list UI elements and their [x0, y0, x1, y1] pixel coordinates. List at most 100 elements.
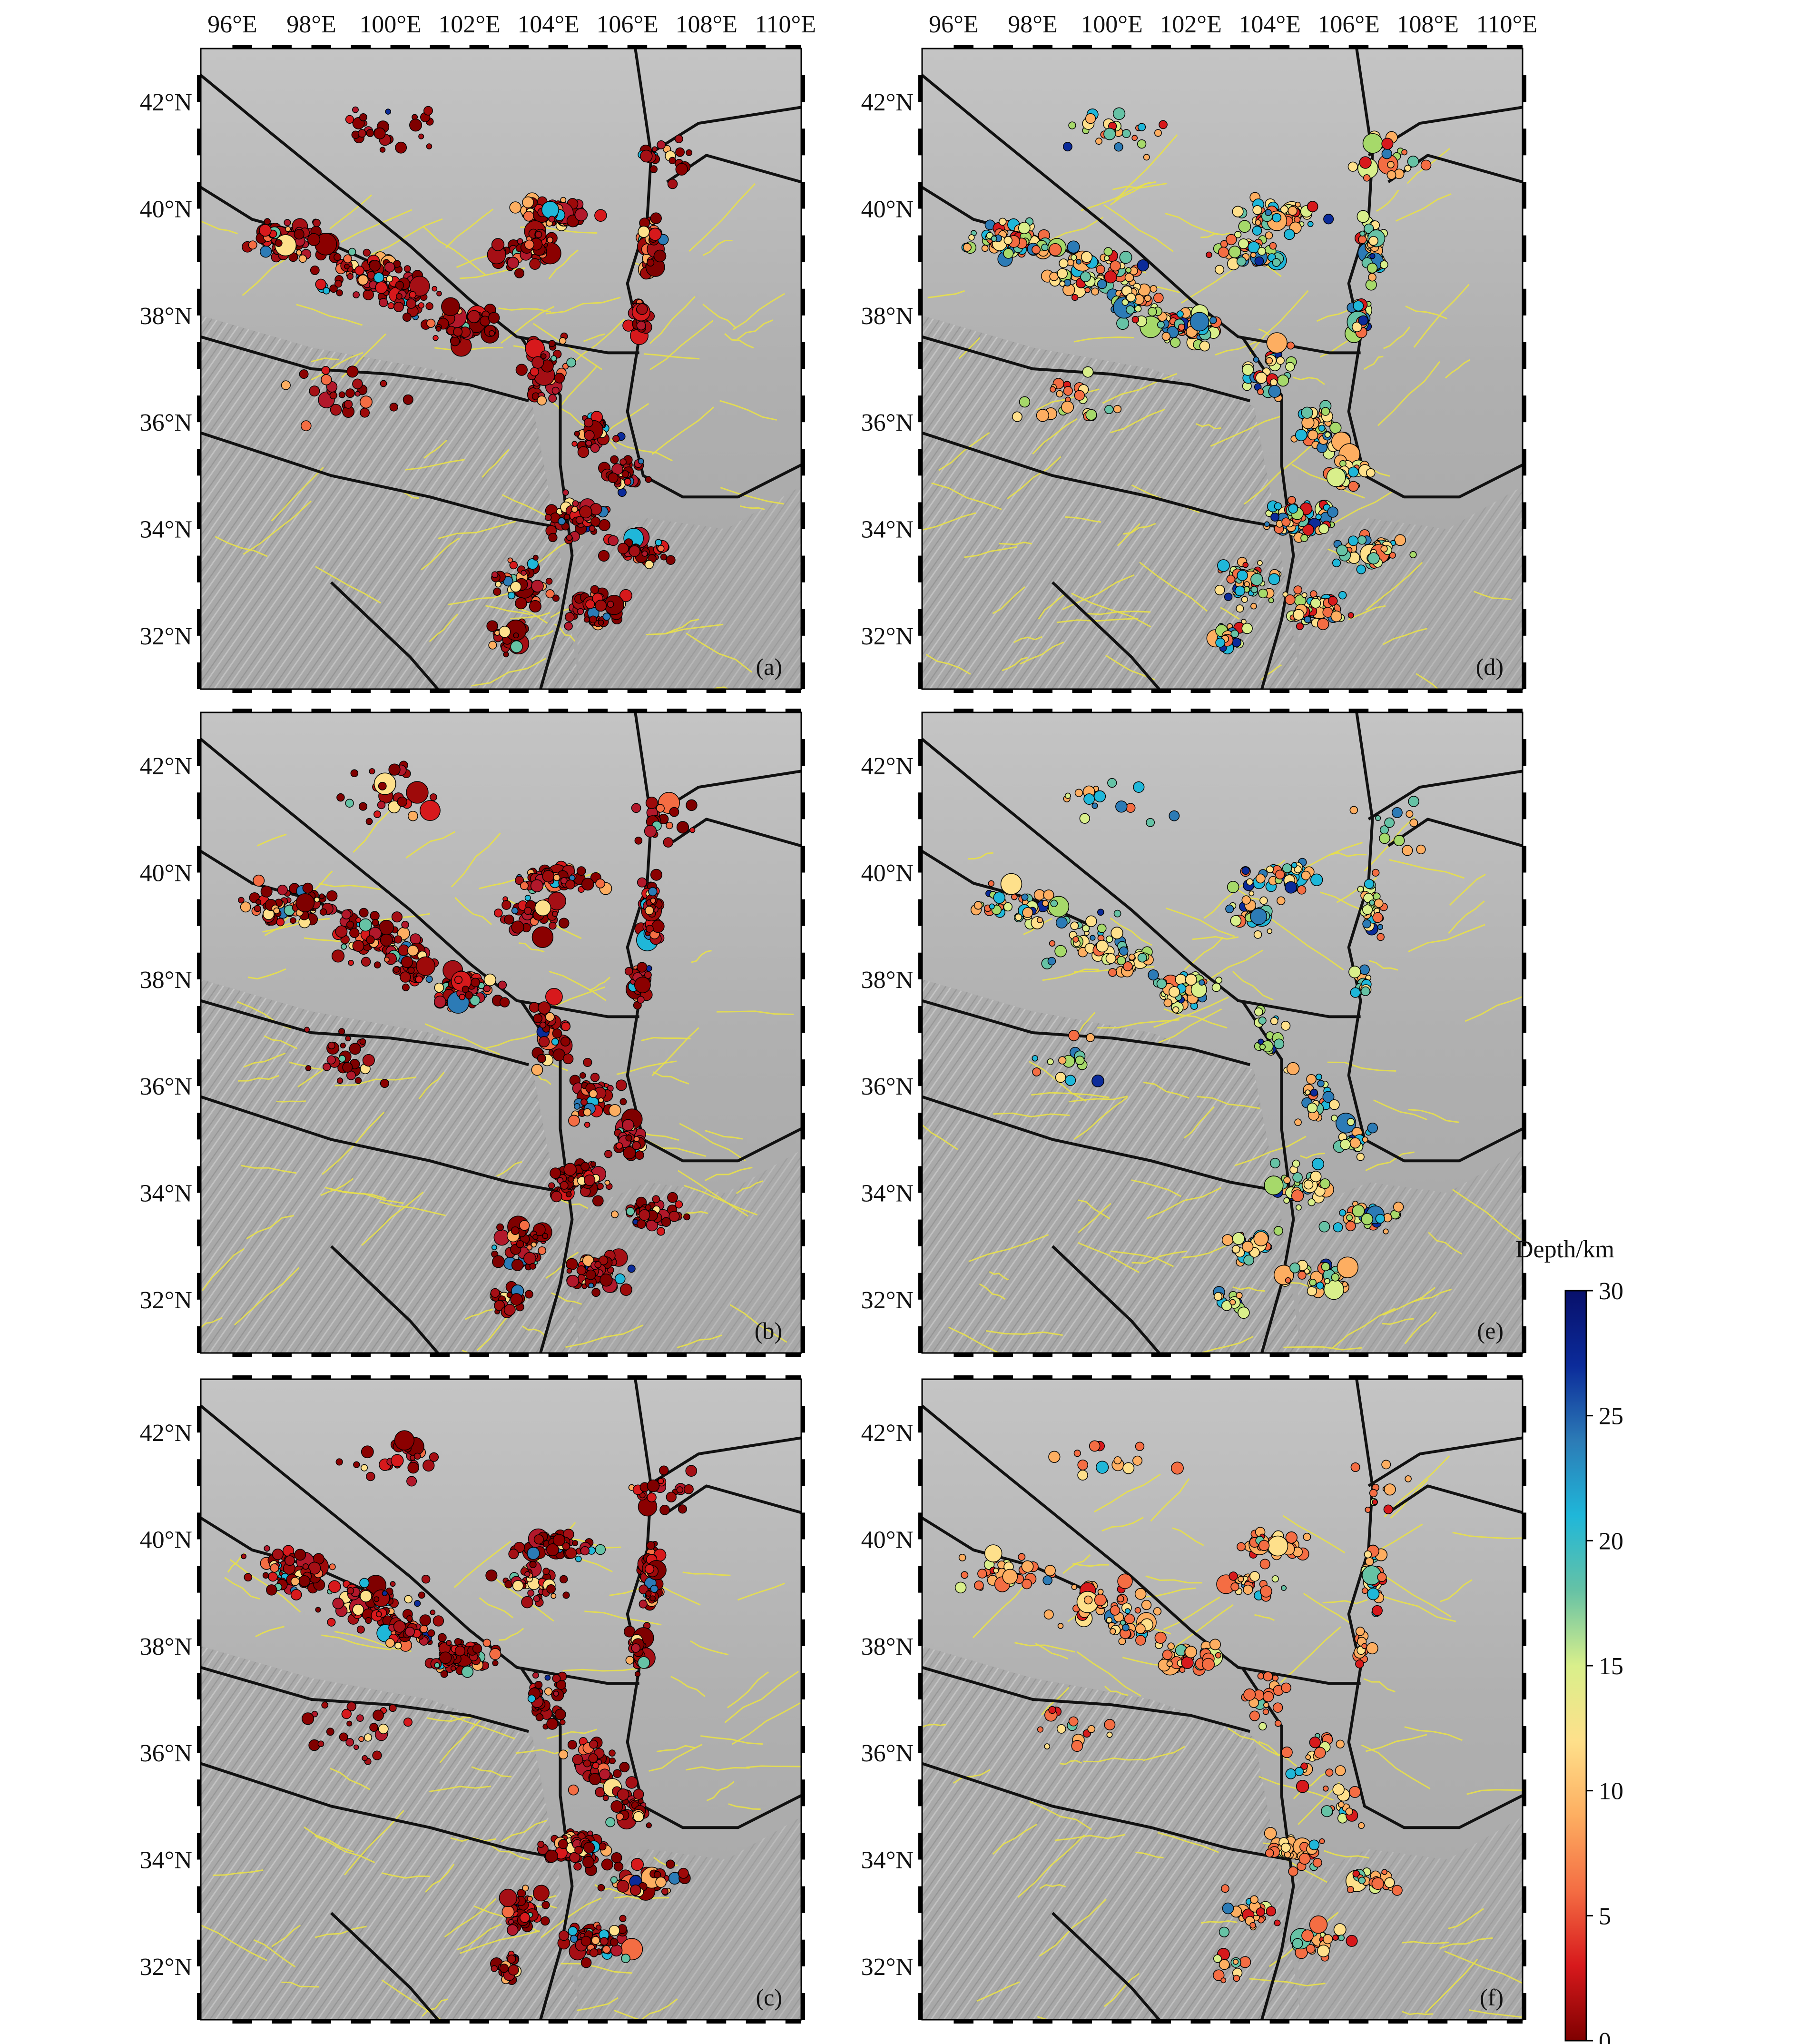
quake-marker — [1091, 287, 1099, 296]
quake-marker — [954, 1581, 967, 1594]
quake-marker — [563, 1163, 577, 1176]
quake-marker — [1137, 953, 1147, 963]
quake-marker — [1293, 585, 1303, 594]
quake-marker — [1146, 818, 1155, 827]
quake-marker — [572, 500, 579, 507]
quake-marker — [1243, 1254, 1254, 1266]
quake-marker — [1372, 869, 1380, 877]
quake-marker — [359, 113, 367, 121]
quake-marker — [1104, 270, 1117, 284]
quake-marker — [336, 289, 343, 296]
quake-marker — [290, 1589, 302, 1600]
quake-marker — [531, 1064, 543, 1076]
quake-marker — [617, 1788, 629, 1801]
quake-marker — [483, 973, 496, 987]
quake-marker — [511, 920, 524, 934]
latitude-label: 38°N — [861, 303, 914, 330]
panel-letter: (e) — [1477, 1317, 1504, 1344]
quake-marker — [385, 1638, 395, 1648]
hill-relief — [1293, 1150, 1523, 1353]
quake-marker — [546, 1718, 559, 1730]
quake-marker — [1232, 637, 1242, 647]
latitude-label: 32°N — [861, 1954, 914, 1981]
quake-marker — [619, 1762, 630, 1773]
quake-marker — [423, 1459, 435, 1472]
quake-marker — [656, 1227, 665, 1236]
quake-marker — [529, 258, 541, 270]
quake-marker — [1369, 253, 1376, 259]
quake-marker — [313, 219, 321, 227]
quake-marker — [507, 1924, 519, 1936]
latitude-label: 36°N — [861, 409, 914, 436]
quake-marker — [499, 997, 510, 1007]
quake-marker — [660, 553, 667, 561]
quake-marker — [1300, 534, 1308, 542]
quake-marker — [1307, 1198, 1316, 1206]
quake-marker — [594, 1261, 602, 1268]
quake-marker — [1305, 1089, 1311, 1096]
quake-marker — [1087, 1725, 1096, 1733]
quake-marker — [1112, 107, 1126, 120]
quake-marker — [492, 1255, 505, 1268]
quake-marker — [1256, 1907, 1266, 1917]
quake-marker — [514, 268, 525, 278]
quake-marker — [394, 1430, 415, 1451]
quake-marker — [1366, 468, 1376, 478]
quake-marker — [281, 380, 291, 390]
quake-marker — [352, 1604, 364, 1616]
minor-faults — [922, 1455, 1523, 2020]
quake-marker — [255, 899, 262, 905]
quake-marker — [352, 940, 364, 952]
quake-marker — [1244, 581, 1250, 588]
quake-marker — [551, 1593, 557, 1599]
quake-marker — [993, 891, 1005, 904]
quake-marker — [549, 921, 557, 930]
quake-marker — [515, 876, 524, 885]
quake-marker — [1011, 893, 1018, 900]
quake-marker — [504, 914, 514, 925]
quake-marker — [471, 978, 480, 987]
quake-marker — [1250, 586, 1258, 593]
quake-marker — [1103, 128, 1116, 140]
quake-marker — [358, 1736, 364, 1742]
quake-marker — [1264, 521, 1270, 527]
quake-marker — [638, 458, 644, 464]
quake-marker — [544, 514, 552, 521]
quake-marker — [359, 395, 373, 409]
quake-marker — [1229, 1299, 1236, 1305]
quake-marker — [1281, 1843, 1291, 1853]
quake-marker — [404, 1595, 413, 1604]
quake-marker — [310, 266, 320, 275]
quake-marker — [1106, 1731, 1113, 1738]
quake-marker — [380, 933, 393, 947]
quake-marker — [552, 1674, 561, 1683]
quake-marker — [485, 1569, 498, 1582]
quake-marker — [1091, 1074, 1104, 1087]
quake-marker — [1083, 1595, 1093, 1605]
quake-marker — [1079, 813, 1090, 824]
quake-marker — [1348, 466, 1359, 478]
latitude-label: 40°N — [140, 1527, 192, 1554]
quake-marker — [1288, 206, 1298, 216]
quake-marker — [634, 1671, 641, 1677]
quake-marker — [638, 226, 650, 238]
quake-marker — [616, 1880, 629, 1893]
quake-marker — [550, 1167, 561, 1179]
quake-marker — [635, 1150, 644, 1160]
quake-marker — [1124, 273, 1134, 282]
quake-marker — [1232, 206, 1244, 217]
quake-marker — [374, 272, 384, 283]
quake-marker — [1381, 148, 1392, 159]
quake-marker — [391, 911, 403, 923]
colorbar-tick-label: 20 — [1599, 1528, 1623, 1555]
latitude-label: 40°N — [861, 860, 914, 887]
quake-marker — [384, 262, 395, 273]
quake-marker — [407, 945, 419, 957]
hill-relief — [572, 1150, 801, 1353]
quake-marker — [1358, 1876, 1366, 1885]
quake-marker — [546, 1584, 556, 1594]
quake-marker — [270, 1563, 279, 1573]
quake-marker — [1314, 1747, 1326, 1759]
longitude-label: 102°E — [438, 11, 501, 38]
quake-marker — [438, 1633, 447, 1642]
